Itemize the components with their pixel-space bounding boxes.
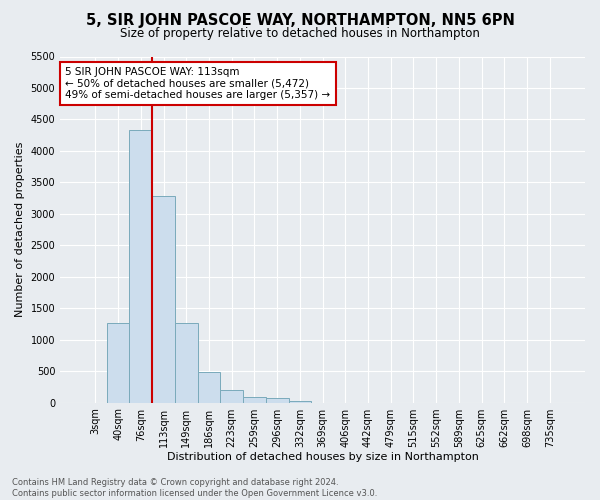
Text: 5 SIR JOHN PASCOE WAY: 113sqm
← 50% of detached houses are smaller (5,472)
49% o: 5 SIR JOHN PASCOE WAY: 113sqm ← 50% of d… [65, 67, 331, 100]
Text: Size of property relative to detached houses in Northampton: Size of property relative to detached ho… [120, 28, 480, 40]
Bar [152, 196, 175, 402]
Bar [197, 372, 220, 402]
Bar [266, 398, 289, 402]
Bar [243, 397, 266, 402]
Bar [130, 130, 152, 402]
Y-axis label: Number of detached properties: Number of detached properties [15, 142, 25, 317]
Text: 5, SIR JOHN PASCOE WAY, NORTHAMPTON, NN5 6PN: 5, SIR JOHN PASCOE WAY, NORTHAMPTON, NN5… [86, 12, 514, 28]
Bar [175, 322, 197, 402]
Bar [289, 400, 311, 402]
Bar [220, 390, 243, 402]
Text: Contains HM Land Registry data © Crown copyright and database right 2024.
Contai: Contains HM Land Registry data © Crown c… [12, 478, 377, 498]
Bar [107, 322, 130, 402]
X-axis label: Distribution of detached houses by size in Northampton: Distribution of detached houses by size … [167, 452, 479, 462]
